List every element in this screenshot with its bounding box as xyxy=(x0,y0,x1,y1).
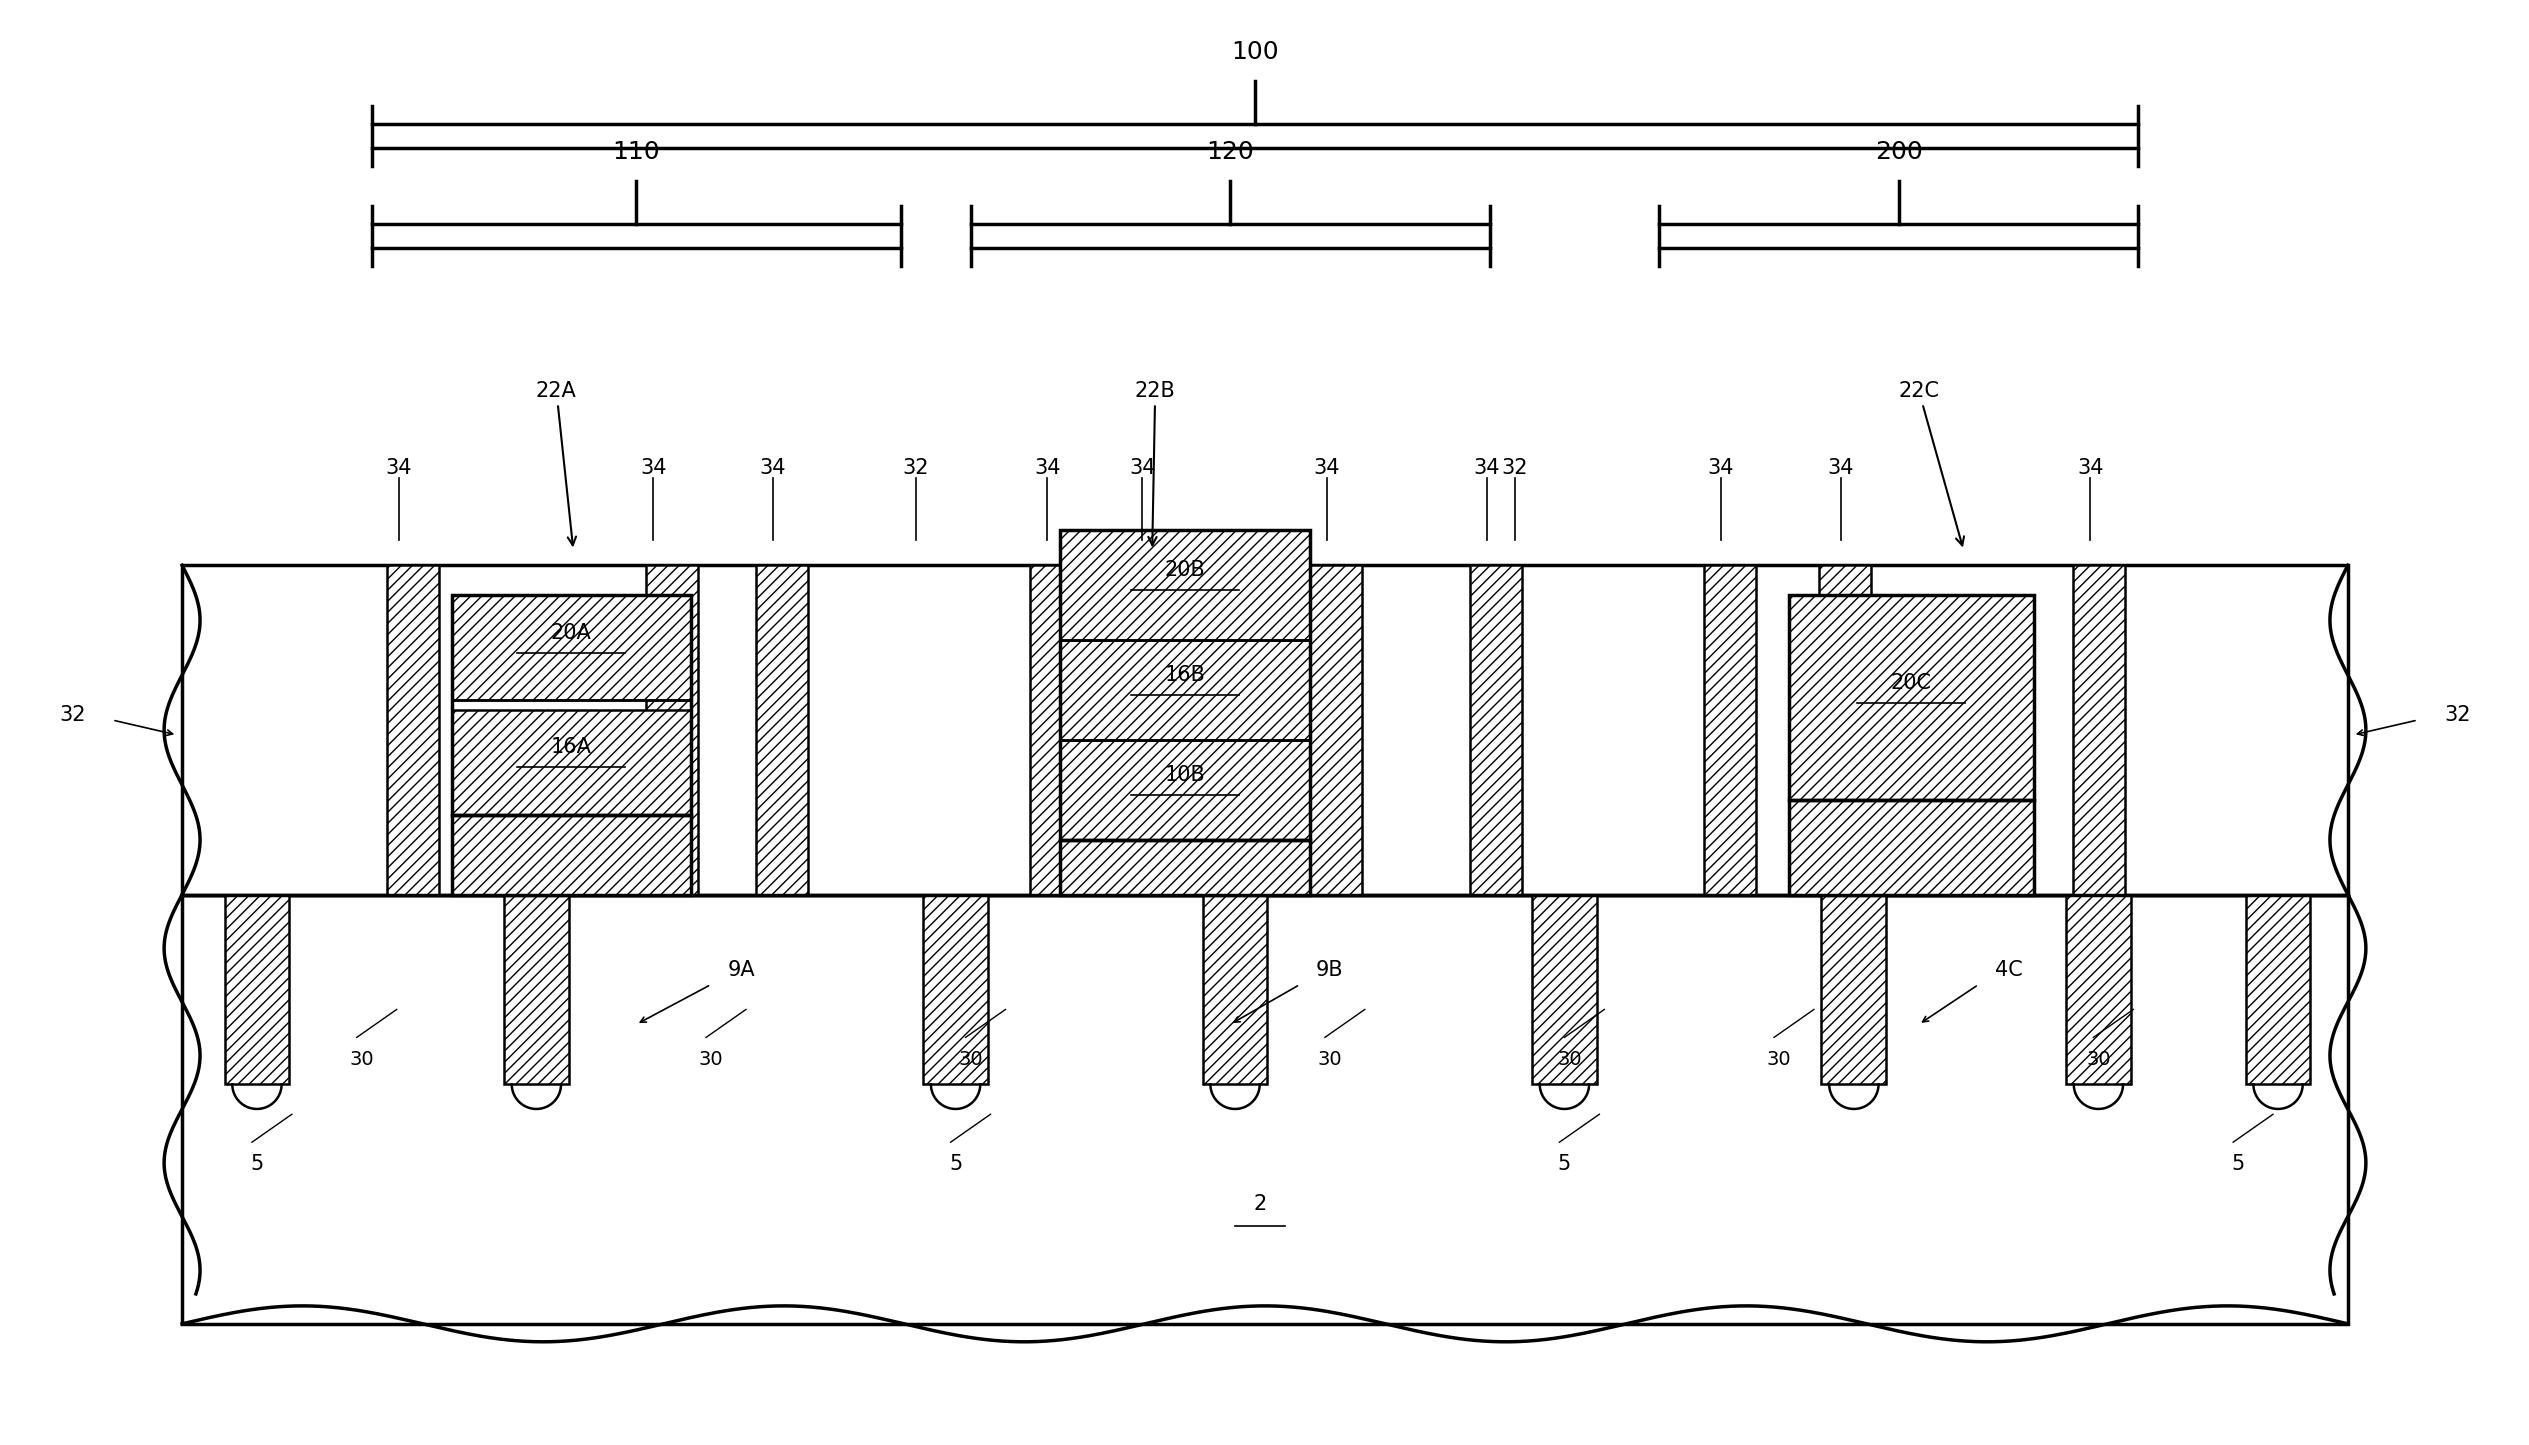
Bar xyxy=(1060,530,1310,640)
Bar xyxy=(1788,595,2033,801)
Text: 32: 32 xyxy=(1502,458,1528,478)
Text: 4C: 4C xyxy=(1995,959,2023,980)
Bar xyxy=(1705,565,1755,894)
Bar xyxy=(647,565,698,894)
Bar xyxy=(923,894,989,1084)
Bar xyxy=(1788,595,2033,801)
Text: 110: 110 xyxy=(612,140,660,165)
Text: 100: 100 xyxy=(1232,40,1280,64)
Text: 20A: 20A xyxy=(551,623,592,643)
Bar xyxy=(453,595,690,815)
Text: 34: 34 xyxy=(2076,458,2104,478)
Bar xyxy=(387,565,438,894)
Text: 34: 34 xyxy=(640,458,668,478)
Bar xyxy=(182,894,2347,1324)
Text: 30: 30 xyxy=(958,1051,984,1069)
Text: 34: 34 xyxy=(1034,458,1060,478)
Text: 34: 34 xyxy=(759,458,787,478)
Text: 34: 34 xyxy=(1828,458,1854,478)
Text: 30: 30 xyxy=(1768,1051,1791,1069)
Text: 34: 34 xyxy=(1474,458,1500,478)
Text: 32: 32 xyxy=(58,705,86,725)
Bar xyxy=(2246,894,2312,1084)
Text: 2: 2 xyxy=(1254,1194,1267,1214)
Text: 34: 34 xyxy=(1707,458,1735,478)
Bar xyxy=(1204,894,1267,1084)
Text: 20B: 20B xyxy=(1166,561,1206,581)
Text: 30: 30 xyxy=(2086,1051,2112,1069)
Text: 10B: 10B xyxy=(1166,764,1206,785)
Bar xyxy=(2066,894,2132,1084)
Text: 9A: 9A xyxy=(728,959,754,980)
Bar xyxy=(182,565,2347,894)
Bar xyxy=(1060,840,1310,894)
Bar xyxy=(1060,640,1310,740)
Text: 34: 34 xyxy=(1313,458,1340,478)
Bar xyxy=(453,815,690,894)
Text: 22B: 22B xyxy=(1136,380,1176,545)
Text: 200: 200 xyxy=(1874,140,1922,165)
Bar xyxy=(1818,565,1871,894)
Text: 16A: 16A xyxy=(551,737,592,757)
Bar xyxy=(1788,801,2033,894)
Bar xyxy=(1469,565,1522,894)
Text: 30: 30 xyxy=(1318,1051,1343,1069)
Bar xyxy=(1788,801,2033,894)
Bar xyxy=(453,709,690,815)
Text: 30: 30 xyxy=(1558,1051,1581,1069)
Bar xyxy=(453,815,690,894)
Bar xyxy=(756,565,807,894)
Bar xyxy=(1533,894,1596,1084)
Text: 5: 5 xyxy=(948,1155,961,1175)
Text: 120: 120 xyxy=(1206,140,1254,165)
Bar xyxy=(225,894,288,1084)
Text: 32: 32 xyxy=(2446,705,2471,725)
Text: 20C: 20C xyxy=(1892,672,1932,692)
Bar xyxy=(503,894,569,1084)
Bar xyxy=(1029,565,1082,894)
Text: 5: 5 xyxy=(250,1155,263,1175)
Text: 30: 30 xyxy=(698,1051,723,1069)
Text: 16B: 16B xyxy=(1166,665,1206,685)
Text: 9B: 9B xyxy=(1315,959,1343,980)
Text: 34: 34 xyxy=(1128,458,1156,478)
Text: 22C: 22C xyxy=(1899,380,1965,545)
Text: 34: 34 xyxy=(384,458,412,478)
Text: 30: 30 xyxy=(349,1051,374,1069)
Bar xyxy=(1310,565,1361,894)
Bar xyxy=(2074,565,2124,894)
Bar xyxy=(453,595,690,699)
Text: 32: 32 xyxy=(903,458,928,478)
Bar xyxy=(1125,565,1176,894)
Text: 5: 5 xyxy=(2231,1155,2246,1175)
Bar xyxy=(1821,894,1887,1084)
Bar xyxy=(1060,740,1310,840)
Text: 22A: 22A xyxy=(536,380,577,545)
Bar xyxy=(1060,840,1310,894)
Text: 5: 5 xyxy=(1558,1155,1571,1175)
Bar xyxy=(1060,530,1310,840)
